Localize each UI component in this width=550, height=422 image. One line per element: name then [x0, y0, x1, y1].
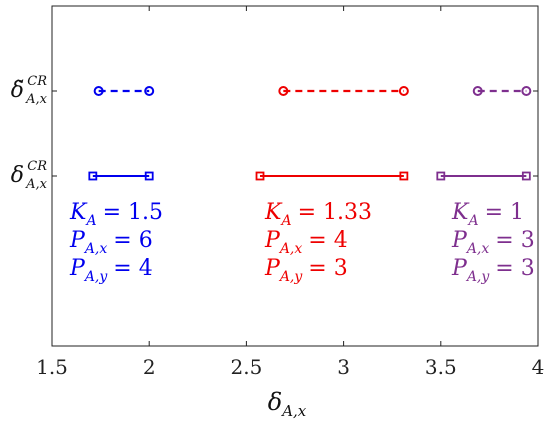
x-tick-label: 4	[532, 355, 545, 379]
x-tick-label: 2.5	[230, 355, 262, 379]
x-tick-label: 1.5	[36, 355, 68, 379]
interval-endpoint-circle	[278, 86, 289, 96]
interval-endpoint-square	[436, 171, 446, 181]
annotation-2-1: PA,x = 3	[451, 228, 535, 257]
annotation-2-2: PA,y = 3	[451, 256, 535, 285]
interval-endpoint-circle	[144, 86, 155, 96]
x-tick-label: 3	[337, 355, 350, 379]
annotation-1-2: PA,y = 3	[264, 256, 348, 285]
interval-endpoint-circle	[472, 86, 483, 96]
y-label-delta-sup: CR	[27, 159, 47, 174]
interval-endpoint-circle	[398, 86, 409, 96]
y-label-delta-tilde-sup: CR	[27, 74, 47, 89]
y-label-delta-sub: A,x	[25, 177, 48, 192]
x-axis-label: δA,x	[268, 388, 307, 420]
interval-endpoint-square	[255, 171, 265, 181]
interval-endpoint-square	[399, 171, 409, 181]
annotation-0-0: KA = 1.5	[69, 200, 163, 229]
x-tick-label: 2	[143, 355, 156, 379]
interval-endpoint-circle	[93, 86, 104, 96]
annotation-1-0: KA = 1.33	[264, 200, 372, 229]
annotation-0-2: PA,y = 4	[69, 256, 153, 285]
y-label-delta: δ	[11, 163, 24, 188]
interval-endpoint-circle	[521, 86, 532, 96]
y-label-delta-tilde: δ̃	[11, 78, 24, 103]
annotation-1-1: PA,x = 4	[264, 228, 348, 257]
interval-endpoint-square	[144, 171, 154, 181]
interval-endpoint-square	[88, 171, 98, 181]
annotation-0-1: PA,x = 6	[69, 228, 153, 257]
interval-endpoint-square	[521, 171, 531, 181]
y-label-delta-tilde-sub: A,x	[25, 92, 48, 107]
annotation-2-0: KA = 1	[451, 200, 524, 229]
x-tick-label: 3.5	[425, 355, 457, 379]
